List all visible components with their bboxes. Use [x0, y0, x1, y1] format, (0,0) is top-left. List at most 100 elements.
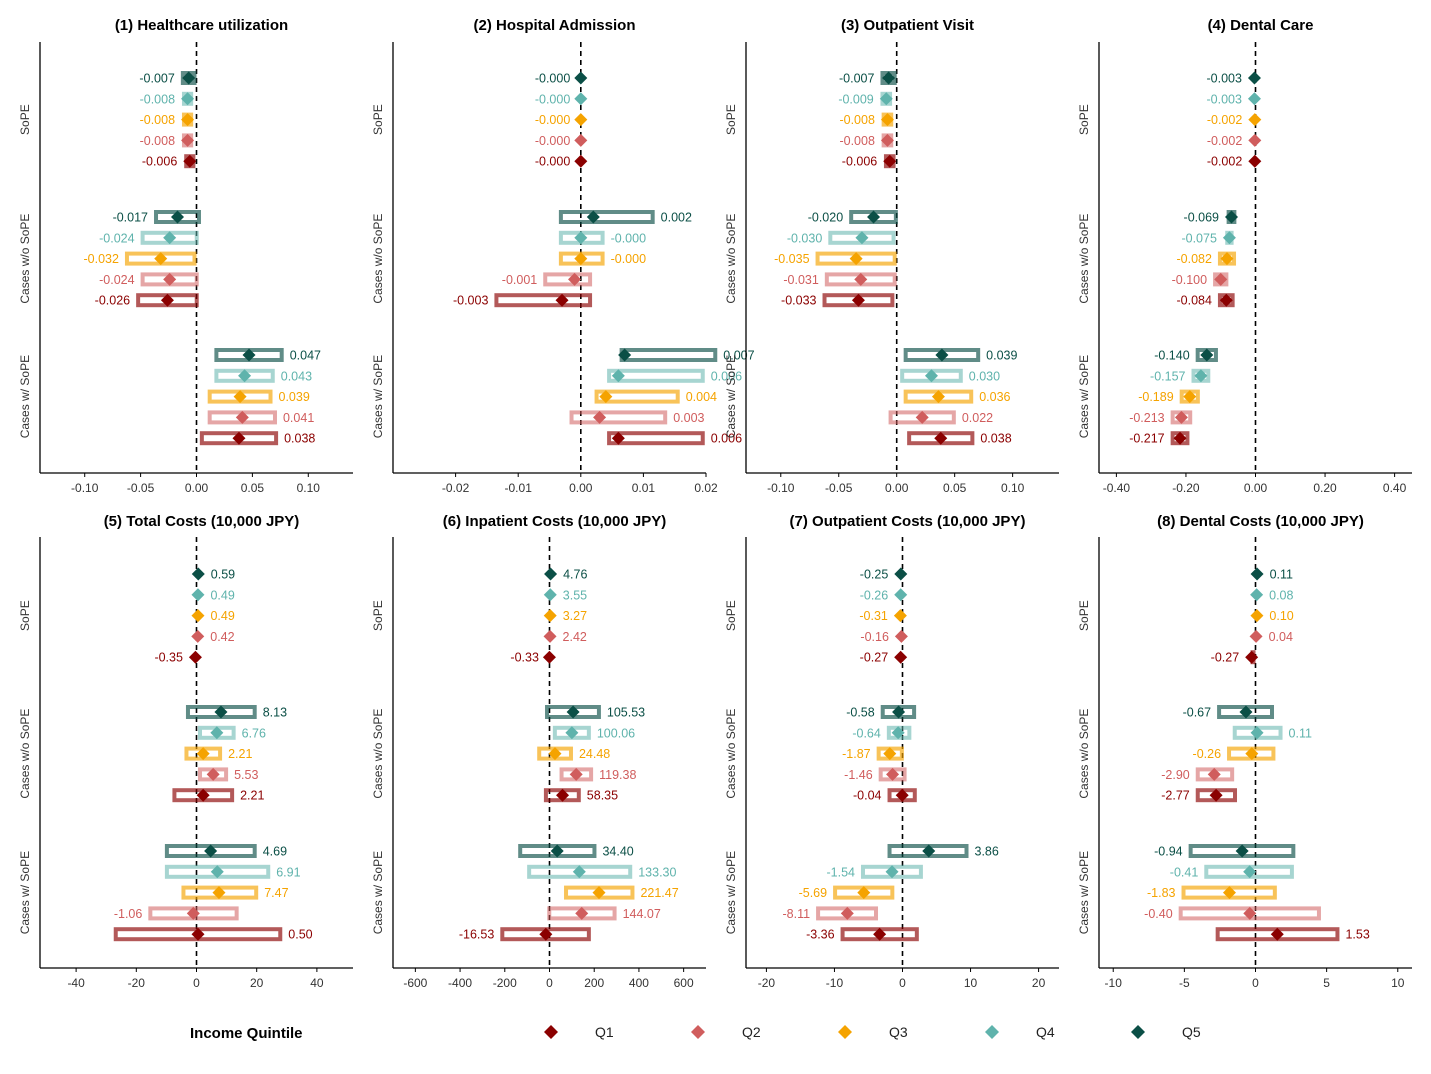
estimate-marker-q5 — [882, 71, 896, 85]
estimate-marker-q1 — [1173, 431, 1187, 445]
estimate-marker-q4 — [574, 92, 588, 106]
group-label-cases-w-o-sope: Cases w/o SoPE — [1077, 709, 1091, 799]
x-tick-label: -0.05 — [825, 481, 853, 495]
data-label-q5: -0.000 — [535, 72, 570, 86]
estimate-marker-q3 — [548, 747, 562, 761]
estimate-marker-q5 — [566, 705, 580, 719]
data-label-q1: -16.53 — [459, 928, 494, 942]
estimate-marker-q4 — [572, 865, 586, 879]
estimate-marker-q3 — [212, 886, 226, 900]
x-tick-label: 0 — [546, 976, 553, 990]
data-label-q1: -0.026 — [95, 294, 130, 308]
data-label-q2: -0.213 — [1129, 411, 1164, 425]
data-label-q2: -0.001 — [502, 273, 537, 287]
data-label-q5: -0.017 — [113, 211, 148, 225]
estimate-marker-q2 — [575, 906, 589, 920]
x-tick-label: -600 — [403, 976, 427, 990]
x-tick-label: 0.00 — [185, 481, 209, 495]
estimate-marker-q1 — [188, 650, 202, 664]
data-label-q4: -0.003 — [1207, 92, 1242, 106]
ci-bar-q5 — [558, 210, 655, 224]
group-label-cases-w-sope: Cases w/ SoPE — [18, 851, 32, 934]
estimate-marker-q1 — [894, 650, 908, 664]
panel-title: (6) Inpatient Costs (10,000 JPY) — [443, 513, 666, 530]
estimate-marker-q2 — [1214, 272, 1228, 286]
group-label-cases-w-sope: Cases w/ SoPE — [724, 851, 738, 934]
estimate-marker-q3 — [181, 113, 195, 127]
group-label-sope: SoPE — [371, 104, 385, 135]
data-label-q1: -0.000 — [535, 155, 570, 169]
x-tick-label: 5 — [1323, 976, 1330, 990]
ci-bar-q3 — [594, 389, 680, 404]
group-label-cases-w-o-sope: Cases w/o SoPE — [371, 709, 385, 799]
legend-marker-q3 — [838, 1025, 852, 1039]
x-tick-label: 0.05 — [241, 481, 265, 495]
x-tick-label: 0.01 — [632, 481, 656, 495]
legend-marker-q4 — [985, 1025, 999, 1039]
data-label-q1: -0.006 — [142, 155, 177, 169]
data-label-q4: -0.157 — [1150, 369, 1185, 383]
data-label-q3: -1.83 — [1147, 886, 1176, 900]
group-label-cases-w-sope: Cases w/ SoPE — [371, 851, 385, 934]
data-label-q4: 0.49 — [210, 588, 234, 602]
group-label-cases-w-sope: Cases w/ SoPE — [1077, 355, 1091, 438]
data-label-q4: 133.30 — [638, 865, 676, 879]
data-label-q5: 8.13 — [263, 706, 287, 720]
data-label-q3: -0.000 — [611, 252, 646, 266]
data-label-q1: 1.53 — [1345, 928, 1369, 942]
data-label-q1: 2.21 — [240, 789, 264, 803]
estimate-marker-q2 — [568, 272, 582, 286]
data-label-q4: -0.009 — [838, 92, 873, 106]
data-label-q5: 105.53 — [607, 706, 645, 720]
x-tick-label: 0.20 — [1313, 481, 1337, 495]
estimate-marker-q2 — [181, 133, 195, 147]
legend-label-q4: Q4 — [1036, 1024, 1055, 1040]
data-label-q4: 100.06 — [597, 726, 635, 740]
data-label-q1: -0.003 — [453, 294, 488, 308]
data-label-q1: 0.038 — [980, 432, 1011, 446]
group-label-cases-w-sope: Cases w/ SoPE — [1077, 851, 1091, 934]
data-label-q2: -2.90 — [1161, 768, 1190, 782]
panel-title: (5) Total Costs (10,000 JPY) — [104, 513, 300, 530]
panel-2: (2) Hospital Admission -0.02 -0.01 0.00 0.01… — [371, 17, 755, 495]
data-label-q5: -0.58 — [846, 706, 875, 720]
panel-title: (1) Healthcare utilization — [115, 17, 288, 34]
group-label-cases-w-sope: Cases w/ SoPE — [371, 355, 385, 438]
x-tick-label: -0.10 — [71, 481, 99, 495]
data-label-q2: -0.024 — [99, 273, 134, 287]
estimate-marker-q2 — [574, 133, 588, 147]
data-label-q3: -0.000 — [535, 113, 570, 127]
data-label-q2: -0.008 — [140, 134, 175, 148]
x-tick-label: -0.05 — [127, 481, 155, 495]
panel-7: (7) Outpatient Costs (10,000 JPY) -20 -10 0… — [724, 513, 1059, 990]
estimate-marker-q3 — [931, 390, 945, 404]
estimate-marker-q5 — [935, 348, 949, 362]
estimate-marker-q2 — [886, 767, 900, 781]
estimate-marker-q5 — [1247, 71, 1261, 85]
data-label-q1: -2.77 — [1161, 789, 1190, 803]
estimate-marker-q4 — [1194, 369, 1208, 383]
data-label-q3: 7.47 — [264, 886, 288, 900]
group-label-cases-w-o-sope: Cases w/o SoPE — [371, 214, 385, 304]
data-label-q3: 0.039 — [279, 390, 310, 404]
data-label-q1: 0.50 — [288, 928, 312, 942]
data-label-q2: -0.40 — [1144, 907, 1173, 921]
group-label-cases-w-o-sope: Cases w/o SoPE — [1077, 214, 1091, 304]
data-label-q1: -0.33 — [510, 651, 539, 665]
estimate-marker-q1 — [191, 927, 205, 941]
data-label-q5: 0.039 — [986, 349, 1017, 363]
data-label-q3: -0.189 — [1138, 390, 1173, 404]
ci-bar-q4 — [607, 368, 705, 383]
estimate-marker-q3 — [1220, 252, 1234, 266]
estimate-marker-q5 — [242, 348, 256, 362]
group-label-cases-w-o-sope: Cases w/o SoPE — [18, 214, 32, 304]
estimate-marker-q1 — [1248, 154, 1262, 168]
group-label-sope: SoPE — [724, 104, 738, 135]
estimate-marker-q5 — [894, 567, 908, 581]
panel-title: (7) Outpatient Costs (10,000 JPY) — [790, 513, 1026, 530]
group-label-sope: SoPE — [18, 600, 32, 631]
estimate-marker-q3 — [893, 609, 907, 623]
data-label-q2: -0.008 — [839, 134, 874, 148]
estimate-marker-q2 — [186, 906, 200, 920]
